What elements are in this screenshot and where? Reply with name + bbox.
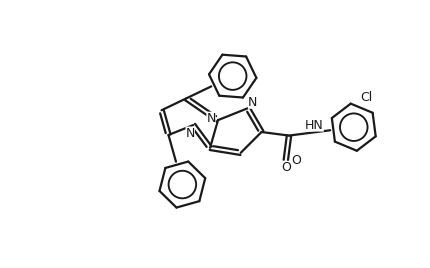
Text: HN: HN: [305, 119, 324, 132]
Text: O: O: [292, 154, 301, 167]
Text: Cl: Cl: [360, 91, 372, 105]
Text: N: N: [248, 96, 257, 109]
Text: O: O: [281, 161, 291, 174]
Text: N: N: [186, 126, 195, 140]
Text: N: N: [206, 112, 216, 125]
